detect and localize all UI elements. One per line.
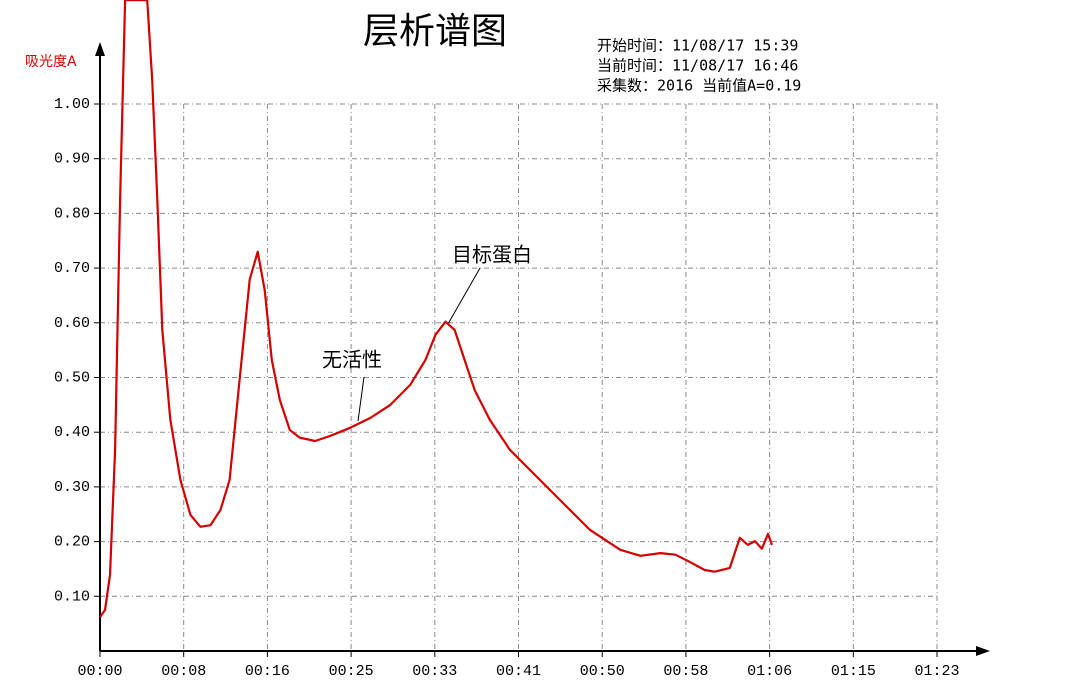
y-tick-label: 0.50: [54, 369, 90, 386]
x-tick-label: 01:15: [831, 663, 876, 680]
y-tick-label: 0.10: [54, 588, 90, 605]
y-tick-label: 0.30: [54, 479, 90, 496]
x-tick-label: 00:00: [77, 663, 122, 680]
x-tick-label: 01:23: [915, 663, 960, 680]
annotation: 目标蛋白: [452, 243, 532, 267]
info-line: 当前时间：11/08/17 16:46: [597, 57, 798, 75]
x-tick-label: 00:58: [663, 663, 708, 680]
info-line: 开始时间：11/08/17 15:39: [597, 37, 798, 55]
x-axis-arrow: [976, 646, 990, 656]
data-line: [99, 0, 774, 618]
y-tick-label: 0.90: [54, 151, 90, 168]
info-line: 采集数：2016 当前值A=0.19: [597, 77, 801, 95]
y-axis-arrow: [95, 42, 105, 56]
x-tick-label: 00:41: [496, 663, 541, 680]
y-tick-label: 0.20: [54, 534, 90, 551]
x-tick-label: 00:33: [412, 663, 457, 680]
annotation: 无活性: [322, 348, 382, 372]
annotation-leader: [357, 376, 365, 422]
x-tick-label: 00:50: [580, 663, 625, 680]
chart-title: 层析谱图: [363, 11, 507, 52]
x-tick-label: 00:08: [161, 663, 206, 680]
x-tick-label: 00:25: [329, 663, 374, 680]
y-axis-label: 吸光度A: [25, 54, 77, 70]
y-tick-label: 1.00: [54, 96, 90, 113]
y-tick-label: 0.40: [54, 424, 90, 441]
y-tick-label: 0.70: [54, 260, 90, 277]
y-tick-label: 0.60: [54, 315, 90, 332]
x-tick-label: 00:16: [245, 663, 290, 680]
y-tick-label: 0.80: [54, 205, 90, 222]
annotation-leader: [447, 267, 481, 325]
x-tick-label: 01:06: [747, 663, 792, 680]
